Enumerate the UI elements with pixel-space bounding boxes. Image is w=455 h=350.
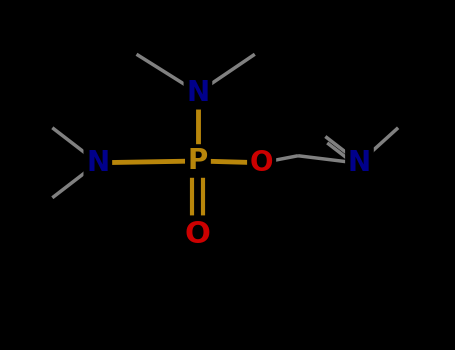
Text: N: N <box>86 149 109 177</box>
Text: N: N <box>348 149 371 177</box>
Text: N: N <box>187 79 209 107</box>
Text: O: O <box>250 149 273 177</box>
Text: P: P <box>188 147 208 175</box>
Text: O: O <box>185 220 211 249</box>
